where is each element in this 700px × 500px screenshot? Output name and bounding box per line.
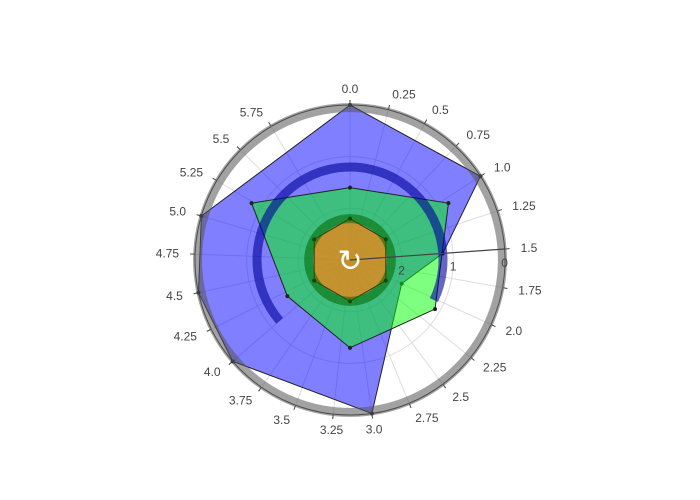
radial-axis-line (349, 248, 505, 261)
angular-tick-label: 1.25 (512, 199, 536, 213)
angular-tick-label: 2.75 (415, 411, 439, 425)
angular-tick-label: 3.0 (366, 422, 383, 436)
angular-tick-label: 0.25 (392, 87, 416, 101)
angular-tick-label: 1.75 (518, 283, 542, 297)
angular-tick-label: 3.75 (229, 393, 253, 407)
angular-tick-label: 2.25 (483, 360, 507, 374)
angular-tick-label: 1.0 (494, 161, 511, 175)
angular-tick-label: 0.75 (467, 128, 491, 142)
angular-tick-labels: 0.0 0.25 0.5 0.75 1.0 1.25 1.5 1.75 2.0 2.25 2.5 2.… (156, 82, 542, 437)
angular-tick-label: 4.5 (166, 289, 183, 303)
series-layer (196, 103, 483, 416)
angular-tick-label: 3.5 (273, 413, 290, 427)
series-2-point[interactable] (249, 201, 254, 206)
radial-tick-label: 1 (450, 260, 457, 274)
axis-layer (193, 103, 507, 417)
radial-tick-labels: 2 1 0 (398, 256, 508, 277)
angular-tick-label: 1.5 (521, 241, 538, 255)
angular-tick-label: 4.75 (156, 247, 180, 261)
angular-tick-label: 0.0 (342, 82, 359, 96)
reset-icon[interactable]: ↻ (337, 244, 362, 279)
angular-tick-label: 2.0 (505, 324, 522, 338)
series-2-point[interactable] (347, 345, 352, 350)
band-2 (252, 162, 448, 324)
angular-tick-label: 3.25 (320, 423, 344, 437)
series-2-point[interactable] (446, 201, 451, 206)
angular-tick-label: 5.5 (213, 132, 230, 146)
angular-tick-label: 5.75 (240, 106, 264, 120)
angular-tick-label: 5.25 (180, 165, 204, 179)
angular-tick-label: 2.5 (452, 390, 469, 404)
band-3 (304, 214, 396, 306)
series-2-point[interactable] (348, 185, 352, 190)
angular-tick-label: 0.5 (432, 103, 449, 117)
angular-tick-label: 5.0 (169, 204, 186, 218)
band-1 (193, 103, 507, 417)
radial-tick-label: 2 (398, 263, 405, 277)
angular-tick-label: 4.0 (204, 365, 221, 379)
angular-tick-label: 4.25 (174, 329, 198, 343)
radial-tick-label: 0 (501, 256, 508, 270)
series-2-point[interactable] (285, 294, 290, 299)
series-2-point[interactable] (433, 307, 438, 312)
